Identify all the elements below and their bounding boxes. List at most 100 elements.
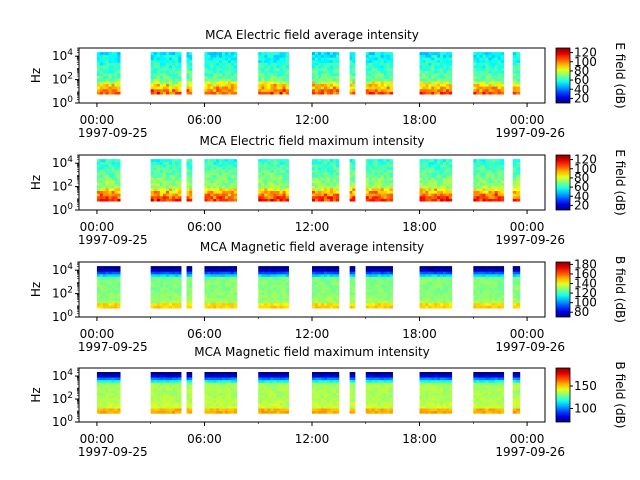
x-tick-label: 06:00: [187, 432, 222, 446]
data-segment: [258, 266, 289, 309]
x-tick-label: 06:00: [187, 327, 222, 341]
data-segment: [258, 159, 289, 202]
x-tick-label: 00:00: [80, 327, 115, 341]
data-segment: [349, 372, 356, 414]
chart-title: MCA Magnetic field maximum intensity: [194, 345, 430, 359]
x-date-label: 1997-09-25: [78, 340, 148, 354]
data-segment: [365, 372, 393, 414]
data-segment: [186, 52, 193, 95]
colorbar-tick-label: 80: [574, 171, 589, 185]
data-segment: [419, 266, 453, 309]
colorbar: [555, 261, 571, 318]
x-tick-label: 00:00: [80, 113, 115, 127]
data-segment: [258, 52, 289, 95]
x-date-label: 1997-09-25: [78, 233, 148, 247]
colorbar-tick-label: 150: [574, 379, 597, 393]
y-tick-label: 100: [52, 202, 73, 217]
data-segment: [349, 159, 356, 202]
chart-panel-2: MCA Electric field maximum intensity1001…: [29, 134, 627, 247]
data-segment: [312, 159, 340, 202]
data-segment: [204, 52, 238, 95]
data-segment: [419, 372, 453, 414]
y-tick-label: 104: [52, 368, 73, 383]
x-date-label: 1997-09-26: [495, 126, 565, 140]
x-tick-label: 12:00: [295, 220, 330, 234]
data-segment: [96, 159, 121, 202]
y-tick-label: 102: [52, 179, 73, 194]
x-tick-label: 12:00: [295, 327, 330, 341]
y-tick-label: 104: [52, 48, 73, 63]
chart-title: MCA Magnetic field average intensity: [200, 240, 424, 254]
data-segment: [186, 372, 193, 414]
data-segment: [312, 372, 340, 414]
data-segment: [512, 159, 521, 202]
x-date-label: 1997-09-25: [78, 445, 148, 459]
data-segment: [96, 52, 121, 95]
x-tick-label: 00:00: [510, 113, 545, 127]
x-tick-label: 06:00: [187, 113, 222, 127]
colorbar-tick-label: 120: [574, 286, 597, 300]
data-segment: [473, 266, 505, 309]
data-segment: [150, 159, 182, 202]
y-tick-label: 100: [52, 309, 73, 324]
x-date-label: 1997-09-26: [495, 340, 565, 354]
chart-panel-1: MCA Electric field average intensity 100 1…: [29, 28, 627, 140]
x-tick-label: 06:00: [187, 220, 222, 234]
x-tick-label: 18:00: [402, 113, 437, 127]
y-tick-label: 102: [52, 72, 73, 87]
data-segment: [419, 52, 453, 95]
colorbar-tick-label: 20: [574, 91, 589, 105]
colorbar-label: E field (dB): [613, 42, 627, 108]
y-axis-label: Hz: [29, 175, 43, 190]
colorbar-tick-label: 100: [574, 162, 597, 176]
y-axis-label: Hz: [29, 282, 43, 297]
chart-title: MCA Electric field average intensity: [205, 28, 419, 42]
y-tick-label: 104: [52, 262, 73, 277]
data-segment: [473, 52, 505, 95]
data-segment: [473, 159, 505, 202]
x-date-label: 1997-09-26: [495, 445, 565, 459]
colorbar-tick-label: 40: [574, 82, 589, 96]
data-segment: [365, 52, 393, 95]
data-segment: [150, 266, 182, 309]
y-axis-label: Hz: [29, 68, 43, 83]
colorbar-tick-label: 100: [574, 402, 597, 416]
data-segment: [150, 372, 182, 414]
data-segment: [258, 372, 289, 414]
data-segment: [512, 372, 521, 414]
x-tick-label: 18:00: [402, 432, 437, 446]
colorbar-tick-label: 80: [574, 64, 589, 78]
data-segment: [473, 372, 505, 414]
colorbar-tick-label: 160: [574, 267, 597, 281]
colorbar-tick-label: 180: [574, 257, 597, 271]
colorbar-tick-label: 20: [574, 198, 589, 212]
colorbar-label: B field (dB): [613, 256, 627, 323]
x-tick-label: 00:00: [80, 432, 115, 446]
colorbar-tick-label: 100: [574, 296, 597, 310]
data-segment: [96, 372, 121, 414]
colorbar: [555, 154, 571, 211]
y-tick-label: 100: [52, 95, 73, 110]
data-segment: [349, 266, 356, 309]
data-segment: [419, 159, 453, 202]
x-date-label: 1997-09-25: [78, 126, 148, 140]
data-segment: [312, 266, 340, 309]
data-segment: [186, 266, 193, 309]
colorbar-tick-label: 140: [574, 277, 597, 291]
colorbar-tick-label: 100: [574, 55, 597, 69]
x-tick-label: 00:00: [80, 220, 115, 234]
y-tick-label: 104: [52, 155, 73, 170]
x-date-label: 1997-09-26: [495, 233, 565, 247]
data-segment: [96, 266, 121, 309]
data-segment: [150, 52, 182, 95]
chart-title: MCA Electric field maximum intensity: [199, 134, 424, 148]
data-segment: [349, 52, 356, 95]
colorbar-tick-label: 120: [574, 153, 597, 167]
x-tick-label: 18:00: [402, 220, 437, 234]
colorbar-tick-label: 40: [574, 189, 589, 203]
x-tick-label: 12:00: [295, 432, 330, 446]
data-segment: [512, 266, 521, 309]
y-tick-label: 100: [52, 414, 73, 429]
x-tick-label: 00:00: [510, 220, 545, 234]
data-segment: [512, 52, 521, 95]
